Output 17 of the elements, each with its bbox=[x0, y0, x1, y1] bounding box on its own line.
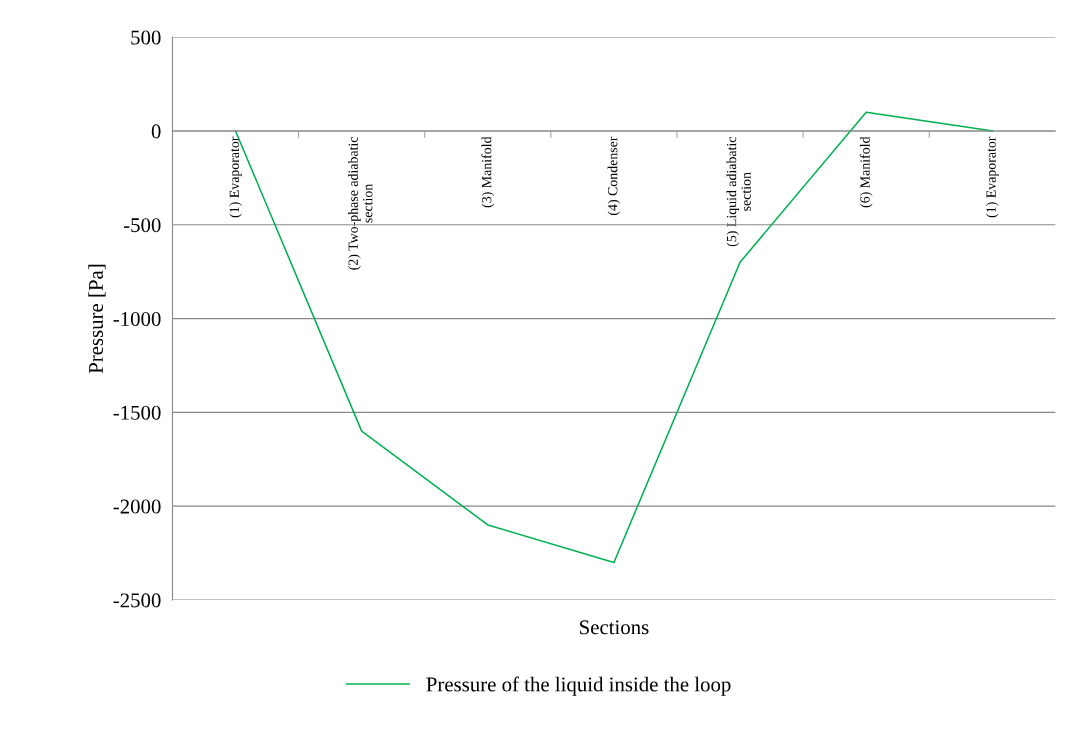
x-tick-label: (3) Manifold bbox=[481, 136, 495, 208]
x-tick-label: (2) Two-phase adiabatic section bbox=[348, 136, 373, 270]
y-tick-label: -500 bbox=[123, 218, 161, 233]
x-tick-label: (5) Liquid adiabatic section bbox=[726, 136, 751, 247]
y-tick-label: 500 bbox=[131, 30, 161, 45]
y-tick-label: -1000 bbox=[113, 311, 161, 327]
y-axis-title: Pressure [Pa] bbox=[88, 264, 106, 374]
y-tick-label: -2000 bbox=[113, 499, 161, 514]
y-tick-label: -2500 bbox=[113, 593, 161, 608]
x-axis-title: Sections bbox=[580, 620, 649, 635]
x-tick-label: (6) Manifold bbox=[859, 136, 873, 208]
x-tick-label: (1) Evaporator bbox=[229, 136, 242, 218]
x-tick-label: (1) Evaporator bbox=[986, 136, 999, 218]
y-tick-label: -1500 bbox=[113, 405, 161, 420]
y-tick-label: 0 bbox=[151, 124, 161, 139]
legend-label: Pressure of the liquid inside the loop bbox=[426, 676, 731, 696]
x-tick-label: (4) Condenser bbox=[607, 136, 621, 215]
